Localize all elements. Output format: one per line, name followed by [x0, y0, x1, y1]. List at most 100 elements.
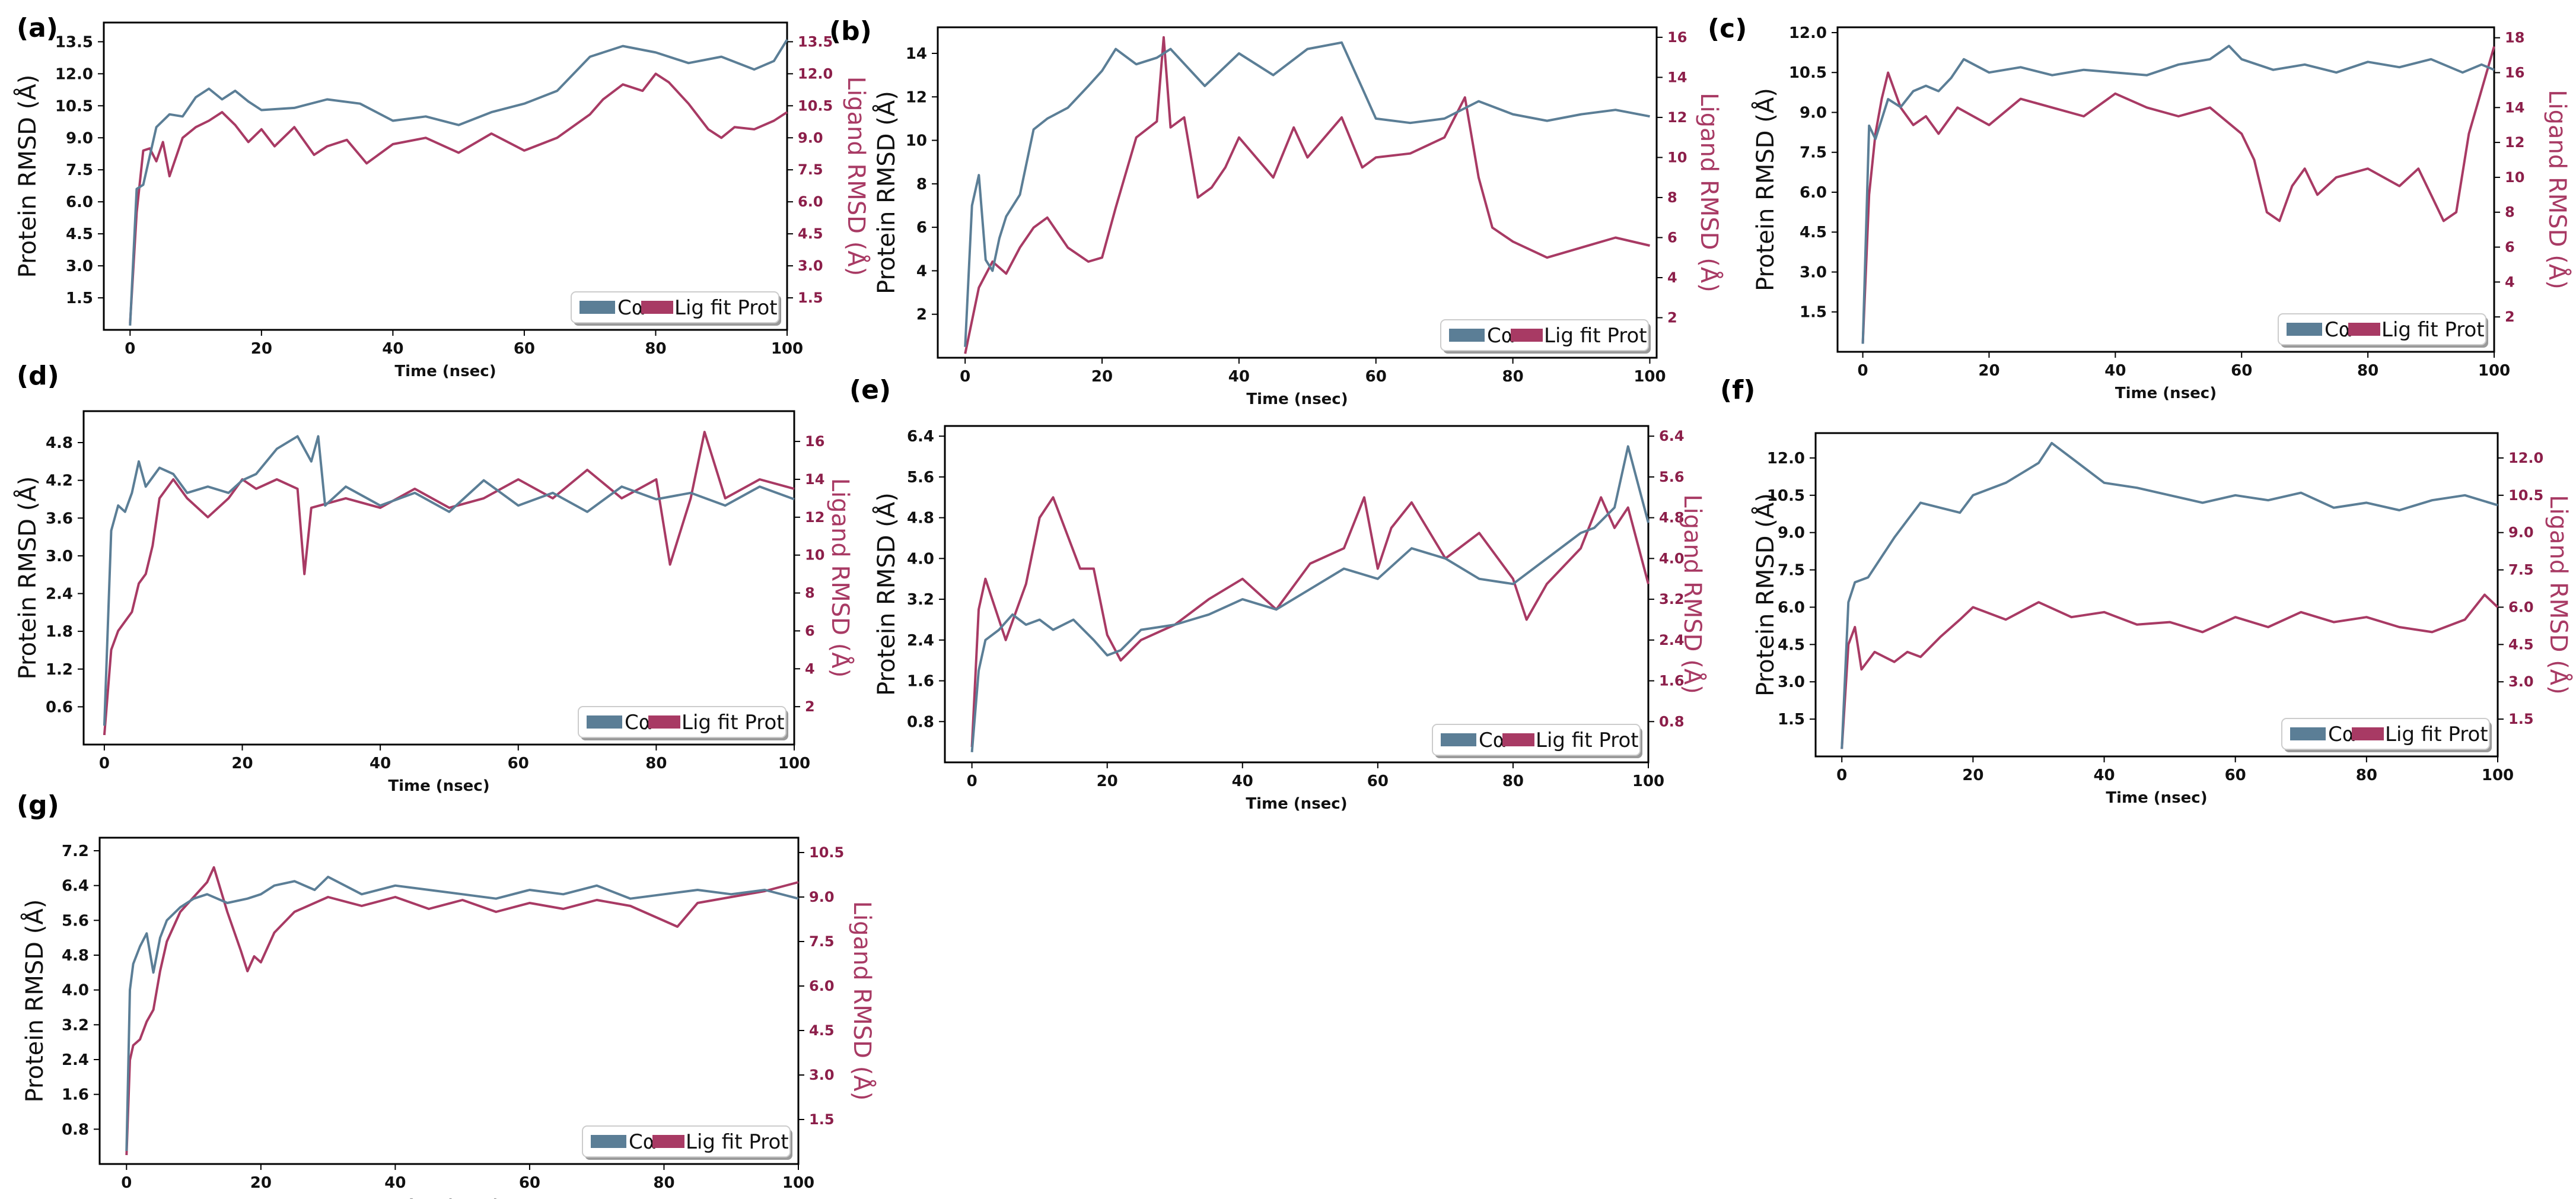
y2-tick-label: 1.5 [798, 290, 823, 306]
y2-tick-label: 14 [1667, 69, 1687, 85]
y-tick-label: 4.5 [1778, 636, 1805, 654]
x-tick-label: 0 [1836, 767, 1847, 784]
legend-swatch-ligand [648, 715, 680, 729]
y-tick-label: 2.4 [907, 632, 934, 650]
y2-tick-label: 16 [1667, 29, 1687, 46]
y2-tick-label: 4.0 [1659, 550, 1685, 567]
plot-frame [1814, 432, 2499, 758]
y-tick-label: 9.0 [1778, 524, 1805, 542]
x-tick-label: 80 [1502, 368, 1524, 386]
y-tick-label: 10.5 [55, 97, 93, 115]
y2-tick-label: 12 [2505, 134, 2524, 151]
y-tick-label: 4 [916, 262, 927, 280]
x-tick-label: 100 [1634, 368, 1666, 386]
y-tick-label: 6.0 [1800, 184, 1827, 202]
y2-tick-label: 10 [805, 547, 824, 564]
x-axis-title: Time (nsec) [1246, 795, 1347, 813]
x-tick-label: 60 [1365, 368, 1387, 386]
y-tick-label: 7.5 [1800, 144, 1827, 162]
y-axis-title: Protein RMSD (Å) [13, 476, 42, 680]
y-tick-label: 9.0 [1800, 104, 1827, 122]
chart-panel-f: (f) 0 20 40 60 80 100 1.5 3.0 4.5 6.0 7.5 9.0 10.5 12.… [1720, 375, 2573, 807]
y-tick-label: 2.4 [46, 586, 73, 603]
y-tick-label: 4.5 [66, 225, 93, 243]
y2-tick-label: 12 [805, 509, 824, 526]
legend: Cα Lig fit Prot [2281, 718, 2492, 752]
x-tick-label: 40 [2093, 767, 2115, 784]
y2-tick-label: 14 [2505, 99, 2524, 116]
y2-axis-title: Ligand RMSD (Å) [1695, 93, 1724, 292]
y-tick-label: 13.5 [55, 33, 93, 51]
legend-box [582, 1125, 791, 1157]
y2-tick-label: 1.5 [809, 1111, 835, 1128]
y-tick-label: 6.0 [66, 193, 93, 211]
y-tick-label: 4.0 [62, 982, 89, 1000]
x-tick-label: 100 [2482, 767, 2514, 784]
y2-tick-label: 4 [2505, 273, 2515, 290]
y2-tick-label: 4.8 [1659, 510, 1685, 526]
legend: Cα Lig fit Prot [571, 291, 781, 326]
x-tick-label: 40 [2104, 362, 2126, 380]
legend-label-calpha: Cα [2325, 318, 2352, 342]
y-tick-label: 3.6 [46, 510, 73, 527]
y2-tick-label: 6 [2505, 239, 2515, 256]
y2-tick-label: 3.2 [1659, 591, 1685, 608]
legend-swatch-ligand [2348, 323, 2380, 336]
y2-tick-label: 4.5 [2508, 636, 2534, 653]
y2-axis-title: Ligand RMSD (Å) [826, 478, 855, 678]
y2-tick-label: 7.5 [2508, 562, 2534, 578]
y2-tick-label: 10.5 [798, 97, 833, 114]
y2-tick-label: 9.0 [798, 129, 823, 146]
y2-tick-label: 4 [805, 660, 815, 677]
y2-tick-label: 12 [1667, 109, 1687, 126]
legend-box [2281, 718, 2490, 750]
legend-label-ligand: Lig fit Prot [682, 711, 785, 734]
series-line-ligand [125, 866, 799, 1156]
y2-tick-label: 12.0 [2508, 450, 2543, 466]
plot-frame [98, 837, 800, 1165]
y-tick-label: 4.2 [46, 472, 73, 490]
y2-axis-title: Ligand RMSD (Å) [2545, 495, 2573, 695]
y-tick-label: 0.8 [907, 713, 934, 731]
legend-label-calpha: Cα [625, 711, 652, 734]
y2-tick-label: 2.4 [1659, 632, 1685, 648]
legend-label-calpha: Cα [1487, 324, 1514, 348]
series-line-ligand [1841, 593, 2499, 749]
x-tick-label: 60 [519, 1174, 540, 1192]
y-tick-label: 1.6 [62, 1086, 89, 1104]
y-tick-label: 6.0 [1778, 599, 1805, 616]
legend-swatch-calpha [2287, 323, 2322, 336]
y-tick-label: 1.8 [46, 623, 73, 641]
x-tick-label: 20 [1097, 772, 1118, 790]
x-tick-label: 40 [384, 1174, 406, 1192]
y-tick-label: 4.8 [62, 947, 89, 965]
x-tick-label: 100 [782, 1174, 814, 1192]
plot-frame [103, 21, 788, 331]
x-tick-label: 20 [1978, 362, 1999, 380]
y-tick-label: 4.0 [907, 550, 934, 568]
panel-label: (d) [17, 361, 59, 391]
chart-panel-b: (b) 0 20 40 60 80 100 2 4 6 8 10 12 14 2 4 6 8 10 12 14 16 Tim… [829, 16, 1724, 408]
y2-axis-title: Ligand RMSD (Å) [848, 901, 877, 1101]
x-tick-label: 100 [1632, 772, 1664, 790]
legend-label-ligand: Lig fit Prot [2381, 318, 2485, 342]
legend-label-calpha: Cα [1479, 729, 1506, 752]
y2-tick-label: 2 [1667, 309, 1677, 326]
legend-swatch-ligand [641, 301, 673, 314]
y-tick-label: 7.5 [1778, 562, 1805, 580]
panel-label: (f) [1720, 375, 1755, 405]
series-line-calpha [129, 39, 788, 326]
series-line-calpha [125, 876, 799, 1152]
x-tick-label: 0 [125, 340, 135, 358]
plot-frame [944, 425, 1650, 764]
y2-axis-title: Ligand RMSD (Å) [842, 77, 871, 276]
x-tick-label: 80 [2356, 767, 2377, 784]
y-tick-label: 7.5 [66, 161, 93, 179]
series-line-calpha [970, 445, 1650, 752]
x-tick-label: 80 [653, 1174, 674, 1192]
series-line-ligand [129, 72, 788, 324]
x-tick-label: 0 [121, 1174, 132, 1192]
chart-panel-a: (a) 0 20 40 60 80 100 1.5 3.0 4.5 6.0 7.5 9.0 10.5 12.… [13, 13, 871, 380]
legend: Cα Lig fit Prot [578, 706, 788, 740]
